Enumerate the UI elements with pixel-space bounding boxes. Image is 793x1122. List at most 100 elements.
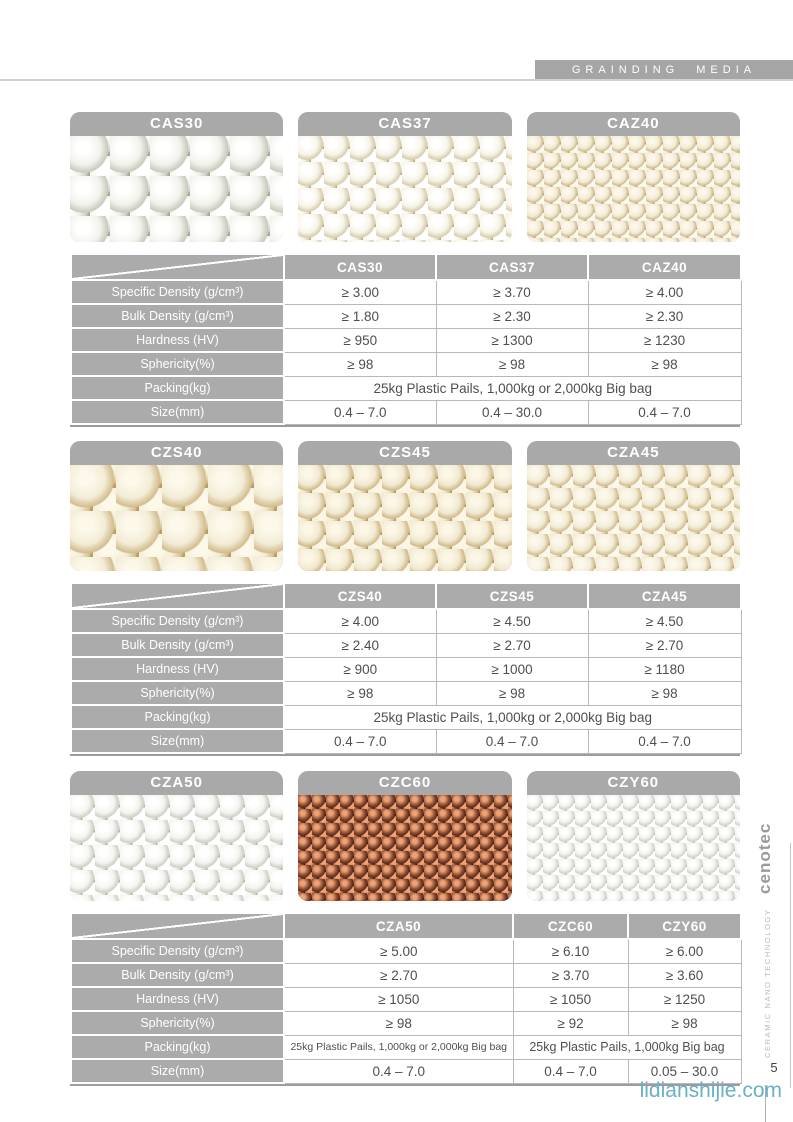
product-title-bar: CZS45: [298, 441, 512, 465]
size-value: 0.4 – 30.0: [435, 399, 589, 425]
spec-value: ≥ 98: [283, 680, 437, 706]
spec-value: ≥ 4.00: [283, 608, 437, 634]
spec-value: ≥ 1.80: [283, 303, 437, 329]
column-header: CZY60: [627, 912, 742, 940]
column-header: CZC60: [512, 912, 629, 940]
table-corner-cell: [70, 912, 285, 940]
spec-value: ≥ 2.30: [587, 303, 742, 329]
spec-value: ≥ 3.70: [512, 962, 629, 988]
spec-value: ≥ 1180: [587, 656, 742, 682]
watermark: lidianshijie.com: [639, 1079, 782, 1102]
row-label: Sphericity(%): [70, 1010, 285, 1036]
row-label: Size(mm): [70, 1058, 285, 1084]
column-header: CZS40: [283, 582, 437, 610]
product-title-bar: CZS40: [70, 441, 284, 465]
column-header: CAZ40: [587, 253, 742, 281]
size-value: 0.4 – 7.0: [283, 399, 437, 425]
spec-value: ≥ 98: [627, 1010, 742, 1036]
spec-value: ≥ 1230: [587, 327, 742, 353]
row-label: Bulk Density (g/cm³): [70, 303, 285, 329]
product-tile-czs40: CZS40: [70, 441, 284, 571]
beads-photo-czs40: [70, 465, 284, 571]
product-tile-cas37: CAS37: [298, 112, 512, 242]
product-title-bar: CAS30: [70, 112, 284, 136]
product-tile-cza45: CZA45: [526, 441, 740, 571]
product-title-bar: CZA45: [526, 441, 740, 465]
spec-value: ≥ 3.70: [435, 279, 589, 305]
row-label: Hardness (HV): [70, 656, 285, 682]
product-title-bar: CZY60: [526, 771, 740, 795]
product-image-row: CZA50 CZC60 CZY60: [70, 771, 740, 901]
spec-value: ≥ 98: [435, 680, 589, 706]
spec-value: ≥ 2.70: [283, 962, 514, 988]
spec-value: ≥ 4.50: [587, 608, 742, 634]
spec-table-2: CZS40 CZS45 CZA45 Specific Density (g/cm…: [70, 582, 742, 754]
spec-value: ≥ 92: [512, 1010, 629, 1036]
spec-value: ≥ 6.10: [512, 938, 629, 964]
product-title-bar: CAZ40: [526, 112, 740, 136]
spec-value: ≥ 2.70: [587, 632, 742, 658]
row-label: Bulk Density (g/cm³): [70, 962, 285, 988]
column-header: CZA50: [283, 912, 514, 940]
beads-photo-czs45: [298, 465, 512, 571]
section-czs: CZS40 CZS45 CZA45 CZS40 CZS45 CZA45 Spec…: [70, 441, 742, 756]
beads-photo-cza45: [526, 465, 740, 571]
page-title: GRAINDING MEDIA: [535, 60, 793, 80]
beads-photo-czc60: [298, 795, 512, 901]
right-rail-rule: [790, 843, 791, 1088]
beads-photo-cas30: [70, 136, 284, 242]
column-header: CZS45: [435, 582, 589, 610]
spec-value: ≥ 1300: [435, 327, 589, 353]
spec-value: ≥ 98: [283, 1010, 514, 1036]
packing-value: 25kg Plastic Pails, 1,000kg or 2,000kg B…: [283, 704, 742, 730]
product-image-row: CZS40 CZS45 CZA45: [70, 441, 740, 571]
table-underline: [70, 1084, 740, 1086]
beads-photo-czy60: [526, 795, 740, 901]
row-label: Hardness (HV): [70, 986, 285, 1012]
spec-value: ≥ 1250: [627, 986, 742, 1012]
spec-value: ≥ 1000: [435, 656, 589, 682]
packing-value: 25kg Plastic Pails, 1,000kg Big bag: [512, 1034, 742, 1060]
row-label: Size(mm): [70, 728, 285, 754]
size-value: 0.4 – 7.0: [587, 728, 742, 754]
row-label: Specific Density (g/cm³): [70, 279, 285, 305]
header-rule: [0, 79, 793, 81]
size-value: 0.05 – 30.0: [627, 1058, 742, 1084]
spec-value: ≥ 900: [283, 656, 437, 682]
row-label: Bulk Density (g/cm³): [70, 632, 285, 658]
spec-value: ≥ 3.60: [627, 962, 742, 988]
row-label: Specific Density (g/cm³): [70, 608, 285, 634]
spec-value: ≥ 5.00: [283, 938, 514, 964]
row-label: Packing(kg): [70, 704, 285, 730]
row-label: Hardness (HV): [70, 327, 285, 353]
row-label: Packing(kg): [70, 375, 285, 401]
spec-value: ≥ 2.40: [283, 632, 437, 658]
spec-value: ≥ 6.00: [627, 938, 742, 964]
size-value: 0.4 – 7.0: [587, 399, 742, 425]
brand-tagline: CERAMIC NANO TECHNOLOGY: [763, 908, 772, 1058]
spec-value: ≥ 4.50: [435, 608, 589, 634]
column-header: CZA45: [587, 582, 742, 610]
section-cas: CAS30 CAS37 CAZ40 CAS30 CAS37 CAZ40 Spec…: [70, 112, 742, 427]
spec-value: ≥ 98: [435, 351, 589, 377]
row-label: Sphericity(%): [70, 680, 285, 706]
spec-value: ≥ 1050: [283, 986, 514, 1012]
column-header: CAS30: [283, 253, 437, 281]
spec-value: ≥ 1050: [512, 986, 629, 1012]
row-label: Size(mm): [70, 399, 285, 425]
product-tile-cza50: CZA50: [70, 771, 284, 901]
row-label: Specific Density (g/cm³): [70, 938, 285, 964]
packing-value: 25kg Plastic Pails, 1,000kg or 2,000kg B…: [283, 375, 742, 401]
table-corner-cell: [70, 253, 285, 281]
product-image-row: CAS30 CAS37 CAZ40: [70, 112, 740, 242]
packing-value: 25kg Plastic Pails, 1,000kg or 2,000kg B…: [283, 1034, 514, 1060]
spec-table-1: CAS30 CAS37 CAZ40 Specific Density (g/cm…: [70, 253, 742, 425]
spec-value: ≥ 98: [587, 680, 742, 706]
page-number: 5: [770, 1060, 778, 1075]
table-underline: [70, 754, 740, 756]
product-title-bar: CZC60: [298, 771, 512, 795]
footer-rule: [765, 1085, 766, 1122]
beads-photo-cas37: [298, 136, 512, 242]
beads-photo-caz40: [526, 136, 740, 242]
